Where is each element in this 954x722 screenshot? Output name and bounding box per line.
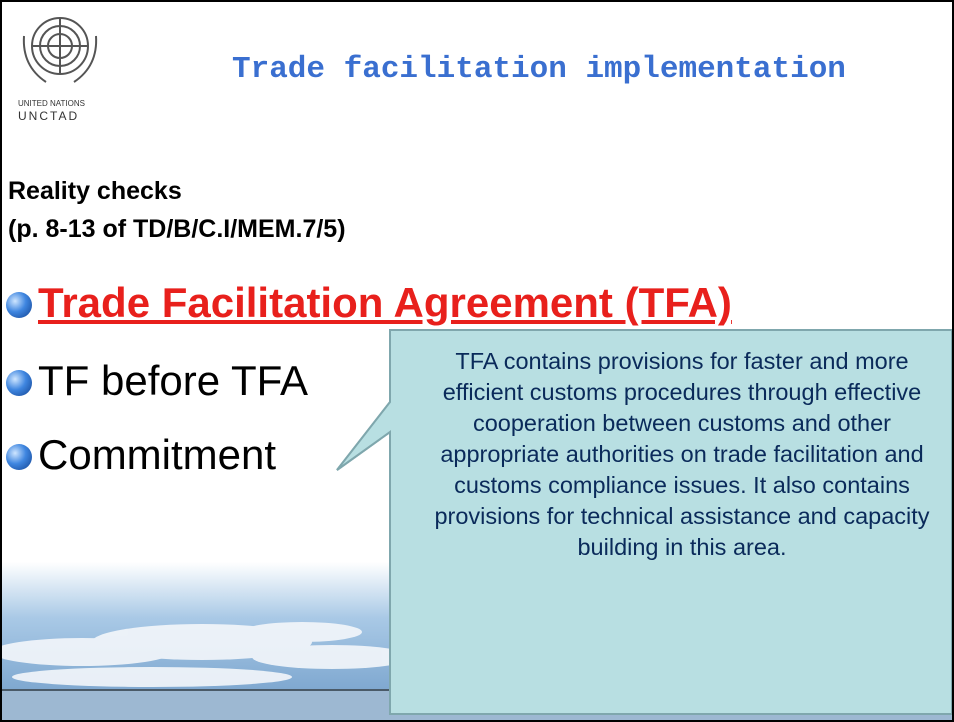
callout-text: TFA contains provisions for faster and m…	[432, 346, 932, 563]
slide-title: Trade facilitation implementation	[232, 52, 846, 87]
subtitle: Reality checks	[8, 177, 182, 206]
bullet-icon	[6, 444, 32, 470]
logo-text: UNCTAD	[18, 109, 79, 123]
bullet-icon	[6, 370, 32, 396]
bullet-link[interactable]: Trade Facilitation Agreement (TFA)	[38, 279, 732, 327]
logo-text: UNITED NATIONS	[18, 99, 85, 108]
bullet: TF before TFA	[38, 357, 308, 405]
slide: UNITED NATIONS UNCTAD Trade facilitation…	[0, 0, 954, 722]
subtitle: (p. 8-13 of TD/B/C.I/MEM.7/5)	[8, 215, 346, 244]
bullet-icon	[6, 292, 32, 318]
bullet: Commitment	[38, 431, 276, 479]
